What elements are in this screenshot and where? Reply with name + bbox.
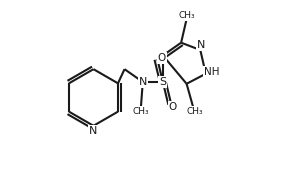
Text: N: N bbox=[89, 126, 98, 136]
Text: O: O bbox=[158, 53, 166, 63]
Text: CH₃: CH₃ bbox=[133, 107, 149, 116]
Text: N: N bbox=[139, 77, 147, 87]
Text: CH₃: CH₃ bbox=[187, 107, 203, 116]
Text: S: S bbox=[159, 77, 166, 87]
Text: NH: NH bbox=[204, 67, 219, 77]
Text: O: O bbox=[169, 102, 177, 112]
Text: N: N bbox=[197, 40, 205, 50]
Text: CH₃: CH₃ bbox=[178, 11, 195, 20]
